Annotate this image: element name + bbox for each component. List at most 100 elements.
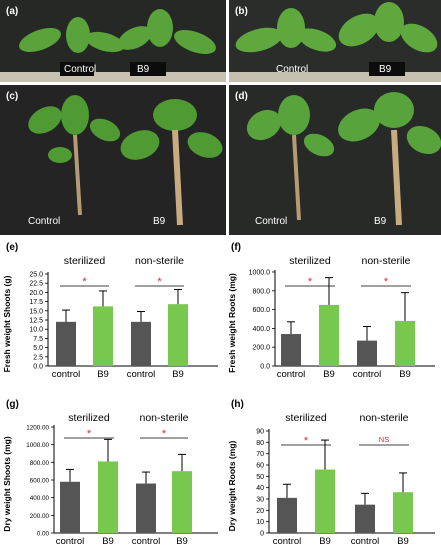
y-tick-label: 600.0 xyxy=(252,307,270,314)
significance-marker: * xyxy=(82,276,87,288)
group-label: non-sterile xyxy=(361,255,410,267)
panel-label-a: (a) xyxy=(6,6,19,17)
y-tick-label: 10.0 xyxy=(29,327,43,334)
bar xyxy=(319,304,339,366)
group-label: non-sterile xyxy=(135,255,184,267)
bar-chart-svg: (h) Dry weight Roots (mg) 0 10 20 30 40 50 60 70 8… xyxy=(227,399,435,547)
photo-panel-b: (b) Control B9 xyxy=(229,0,441,82)
bar xyxy=(357,340,377,366)
y-tick-label: 25.0 xyxy=(29,272,43,279)
x-tick-label: control xyxy=(56,536,85,547)
x-tick-label: control xyxy=(351,536,380,547)
chart-panel-g: (g) Dry weight Shoots (mg) 0.00 200.00 400.0… xyxy=(0,395,226,550)
caption-control-d: Control xyxy=(255,216,288,227)
y-tick-label: 7.5 xyxy=(33,336,43,343)
bar xyxy=(131,321,151,366)
panel-label-c: (c) xyxy=(6,91,19,102)
y-tick-label: 20.0 xyxy=(29,290,43,297)
chart-panel-e: (e) Fresh weight Shoots (g) 0.0 2.5 5.0 7.5 10… xyxy=(0,238,226,388)
y-tick-label: 0 xyxy=(260,531,264,538)
bar xyxy=(395,320,415,366)
bar xyxy=(172,471,192,533)
y-tick-label: 80 xyxy=(256,440,264,447)
bar xyxy=(315,469,335,533)
y-tick-label: 0.0 xyxy=(260,364,270,371)
x-tick-label: control xyxy=(353,369,382,380)
uprooted-plants-image-c xyxy=(28,95,223,226)
x-tick-label: B9 xyxy=(323,369,335,380)
y-tick-label: 12.5 xyxy=(29,318,43,325)
caption-b9-a: B9 xyxy=(137,64,150,75)
y-tick-label: 800.0 xyxy=(252,288,270,295)
chart-panel-f: (f) Fresh weight Roots (mg) 0.0 200.0 400.0 6… xyxy=(225,238,441,388)
y-tick-label: 40 xyxy=(256,485,264,492)
x-tick-label: B9 xyxy=(397,536,409,547)
panel-label-b: (b) xyxy=(235,6,248,17)
bar xyxy=(56,321,76,366)
y-tick-label: 15.0 xyxy=(29,308,43,315)
bar xyxy=(168,304,188,366)
y-axis-label: Fresh weight Shoots (g) xyxy=(2,275,12,372)
caption-b9-c: B9 xyxy=(153,216,166,227)
y-tick-label: 0.00 xyxy=(37,531,50,538)
photo-panel-a: (a) Control B9 xyxy=(0,0,226,82)
y-tick-label: 400.0 xyxy=(252,326,270,333)
bar xyxy=(93,306,113,366)
y-axis-label: Dry weight Shoots (mg) xyxy=(2,436,12,532)
significance-marker: NS xyxy=(379,435,389,444)
panel-label: (h) xyxy=(231,399,244,410)
bar xyxy=(393,492,413,533)
bar xyxy=(136,483,156,533)
chart-panel-h: (h) Dry weight Roots (mg) 0 10 20 30 40 50 60 70 8… xyxy=(225,395,441,550)
uprooted-plants-image-d xyxy=(246,92,441,226)
caption-control-b: Control xyxy=(276,64,309,75)
y-axis-label: Dry weight Roots (mg) xyxy=(227,441,237,532)
bar xyxy=(355,504,375,533)
x-tick-label: B9 xyxy=(97,369,109,380)
y-tick-label: 90 xyxy=(256,429,264,436)
significance-marker: * xyxy=(162,428,167,440)
group-label: sterilized xyxy=(64,255,106,267)
y-tick-label: 50 xyxy=(256,474,264,481)
caption-b9-d: B9 xyxy=(374,216,387,227)
photo-panel-c: (c) Control B9 xyxy=(0,85,226,235)
significance-marker: * xyxy=(157,276,162,288)
panel-label: (f) xyxy=(231,242,241,253)
bar xyxy=(277,497,297,533)
photo-panel-d: (d) Control B9 xyxy=(229,85,441,235)
panel-label: (e) xyxy=(6,242,18,253)
x-tick-label: B9 xyxy=(172,369,184,380)
potted-plants-image-b xyxy=(229,2,441,82)
x-tick-label: control xyxy=(127,369,156,380)
caption-control-c: Control xyxy=(28,216,61,227)
significance-marker: * xyxy=(308,276,313,288)
y-tick-label: 30 xyxy=(256,497,264,504)
y-tick-label: 800.00 xyxy=(30,460,50,467)
group-label: sterilized xyxy=(289,255,331,267)
bar xyxy=(281,334,301,366)
y-axis-label: Fresh weight Roots (mg) xyxy=(227,273,237,373)
y-tick-label: 60 xyxy=(256,463,264,470)
y-tick-label: 600.00 xyxy=(30,478,50,485)
significance-marker: * xyxy=(384,276,389,288)
x-tick-label: B9 xyxy=(176,536,188,547)
significance-marker: * xyxy=(87,428,92,440)
x-tick-label: control xyxy=(52,369,81,380)
y-tick-label: 200.00 xyxy=(30,513,50,520)
bar-chart-svg: (f) Fresh weight Roots (mg) 0.0 200.0 400.0 6… xyxy=(227,242,435,380)
caption-b9-b: B9 xyxy=(379,64,392,75)
caption-control-a: Control xyxy=(64,64,97,75)
potted-plants-image-a xyxy=(0,9,226,82)
y-tick-label: 2.5 xyxy=(33,354,43,361)
x-tick-label: control xyxy=(132,536,161,547)
y-tick-label: 70 xyxy=(256,451,264,458)
panel-label-d: (d) xyxy=(235,91,248,102)
group-label: sterilized xyxy=(68,412,110,424)
x-tick-label: control xyxy=(273,536,302,547)
y-tick-label: 400.00 xyxy=(30,495,50,502)
x-tick-label: B9 xyxy=(319,536,331,547)
panel-label: (g) xyxy=(6,399,19,410)
y-tick-label: 200.0 xyxy=(252,345,270,352)
significance-marker: * xyxy=(304,435,309,447)
y-tick-label: 1000.00 xyxy=(26,442,49,449)
